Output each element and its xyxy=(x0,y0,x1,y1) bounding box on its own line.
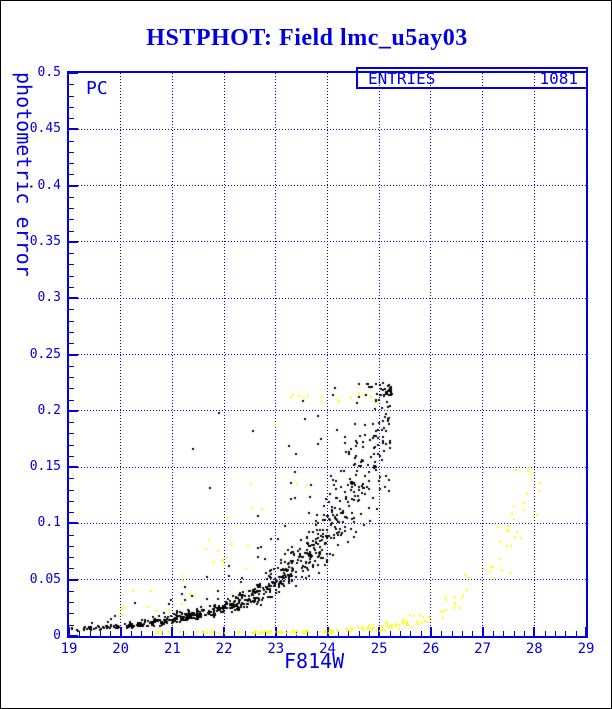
x-axis-title: F814W xyxy=(284,649,345,673)
y-tick-label: 0.25 xyxy=(29,346,61,362)
y-tick-label: 0.05 xyxy=(29,571,61,587)
scatter-canvas xyxy=(69,73,586,636)
y-tick-label: 0.2 xyxy=(37,402,61,418)
y-tick-label: 0.4 xyxy=(37,177,61,193)
y-tick-label: 0.45 xyxy=(29,121,61,137)
y-major-tick xyxy=(69,635,78,637)
y-axis-title: photometric error xyxy=(12,72,36,277)
y-tick-label: 0.1 xyxy=(37,515,61,531)
plot-frame: PC xyxy=(67,71,588,638)
x-major-tick xyxy=(585,627,587,636)
x-tick-label: 28 xyxy=(525,641,543,657)
stats-box: ENTRIES 1081 xyxy=(356,67,588,89)
y-tick-label: 0 xyxy=(53,628,61,643)
y-tick-label: 0.15 xyxy=(29,459,61,475)
x-tick-label: 24 xyxy=(319,641,336,657)
x-tick-label: 25 xyxy=(370,641,388,657)
x-tick-label: 23 xyxy=(267,641,285,657)
x-tick-label: 29 xyxy=(577,641,595,657)
y-tick-label: 0.3 xyxy=(37,290,61,306)
stats-entries-value: 1081 xyxy=(539,68,578,88)
stats-entries-label: ENTRIES xyxy=(368,68,436,88)
x-tick-label: 19 xyxy=(60,641,78,657)
detector-label: PC xyxy=(86,78,108,99)
y-tick-label: 0.5 xyxy=(37,65,61,80)
x-tick-label: 20 xyxy=(112,641,130,657)
y-tick-label: 0.35 xyxy=(29,233,61,249)
x-tick-label: 21 xyxy=(163,641,181,657)
x-tick-label: 27 xyxy=(474,641,492,657)
x-tick-label: 22 xyxy=(215,641,233,657)
x-tick-label: 26 xyxy=(422,641,440,657)
page-title: HSTPHOT: Field lmc_u5ay03 xyxy=(146,25,468,51)
